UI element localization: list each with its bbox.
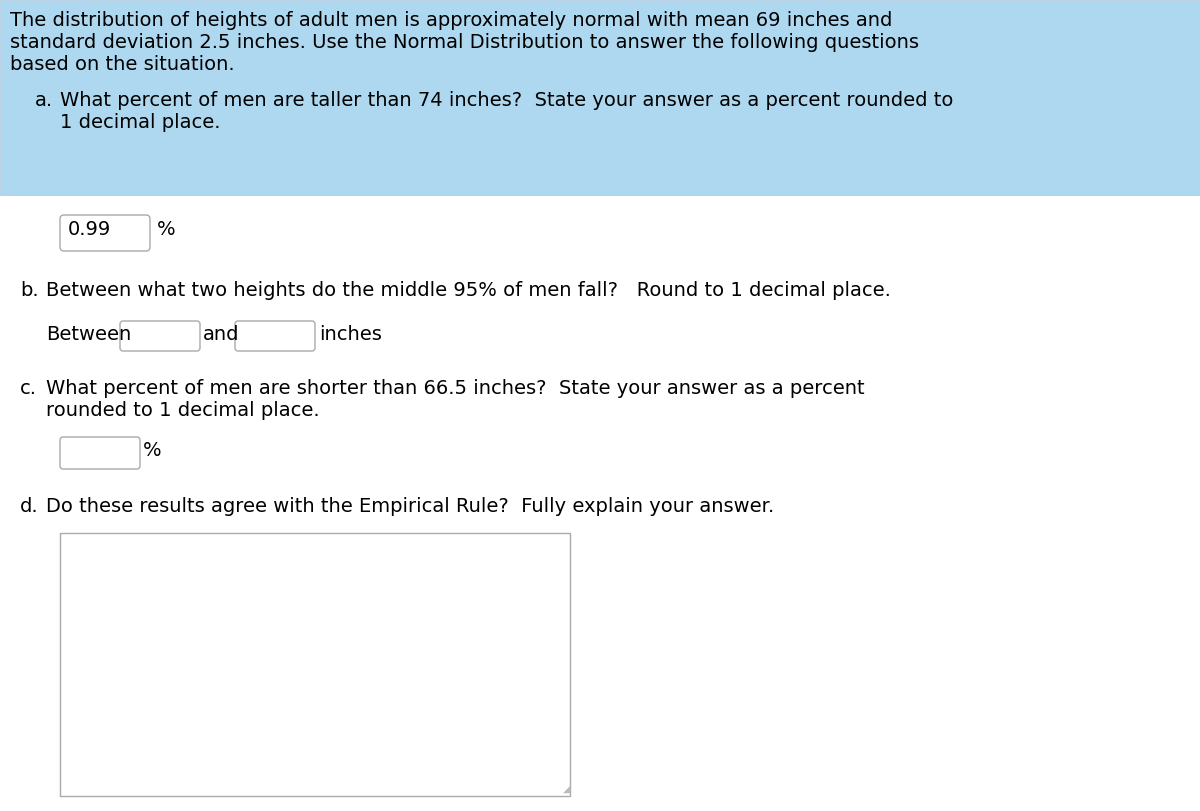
Text: a.: a. xyxy=(35,91,53,110)
FancyBboxPatch shape xyxy=(120,321,200,351)
Text: based on the situation.: based on the situation. xyxy=(10,55,235,74)
Text: 0.99: 0.99 xyxy=(68,220,112,239)
Text: What percent of men are taller than 74 inches?  State your answer as a percent r: What percent of men are taller than 74 i… xyxy=(60,91,953,110)
Text: What percent of men are shorter than 66.5 inches?  State your answer as a percen: What percent of men are shorter than 66.… xyxy=(46,379,865,398)
Text: %: % xyxy=(157,220,175,239)
Text: inches: inches xyxy=(319,325,382,344)
Text: standard deviation 2.5 inches. Use the Normal Distribution to answer the followi: standard deviation 2.5 inches. Use the N… xyxy=(10,33,919,52)
Text: %: % xyxy=(143,441,162,460)
FancyBboxPatch shape xyxy=(60,533,570,796)
Text: rounded to 1 decimal place.: rounded to 1 decimal place. xyxy=(46,401,319,420)
Text: ◢: ◢ xyxy=(563,784,570,794)
FancyBboxPatch shape xyxy=(60,437,140,469)
Text: The distribution of heights of adult men is approximately normal with mean 69 in: The distribution of heights of adult men… xyxy=(10,11,893,30)
Text: and: and xyxy=(203,325,240,344)
FancyBboxPatch shape xyxy=(235,321,314,351)
Text: Do these results agree with the Empirical Rule?  Fully explain your answer.: Do these results agree with the Empirica… xyxy=(46,497,774,516)
Text: 1 decimal place.: 1 decimal place. xyxy=(60,113,221,132)
Text: c.: c. xyxy=(20,379,37,398)
FancyBboxPatch shape xyxy=(0,0,1200,195)
Text: b.: b. xyxy=(20,281,38,300)
FancyBboxPatch shape xyxy=(60,215,150,251)
Text: d.: d. xyxy=(20,497,38,516)
Text: Between what two heights do the middle 95% of men fall?   Round to 1 decimal pla: Between what two heights do the middle 9… xyxy=(46,281,890,300)
Text: Between: Between xyxy=(46,325,131,344)
